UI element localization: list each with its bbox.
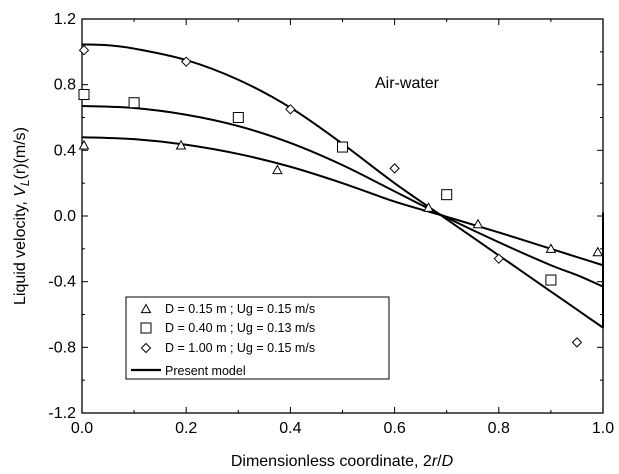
x-axis-title-r: r <box>432 453 438 470</box>
y-axis-title-V: V <box>12 185 29 197</box>
square-data-point <box>128 97 140 109</box>
triangle-data-point <box>545 243 557 253</box>
triangle-data-point <box>272 164 283 175</box>
y-tick-label: 0.4 <box>54 142 76 159</box>
legend-item-diamond: D = 1.00 m ; Ug = 0.15 m/s <box>140 341 315 355</box>
x-axis-title-prefix: Dimensionless coordinate, 2 <box>231 453 432 470</box>
x-axis-title-D: D <box>442 453 454 470</box>
square-data-point <box>545 274 557 286</box>
diamond-data-point <box>180 56 192 67</box>
diamond-legend-symbol <box>140 342 152 354</box>
x-tick-label: 0.6 <box>383 420 405 437</box>
y-axis-title-suffix: (r)(m/s) <box>12 127 29 179</box>
legend-item-model: Present model <box>131 364 246 378</box>
data-markers <box>78 44 604 348</box>
square-data-point <box>78 89 90 101</box>
square-data-point <box>441 189 453 201</box>
x-axis-title: Dimensionless coordinate, 2r/D <box>231 453 454 470</box>
tick-labels: 0.0 0.2 0.4 0.6 0.8 1.0 -1.2 -0.8 -0.4 0.0 0.4 0.8 1… <box>48 11 614 437</box>
legend-label-diamond: D = 1.00 m ; Ug = 0.15 m/s <box>165 341 315 355</box>
y-axis-title-prefix: Liquid velocity, <box>12 197 29 305</box>
x-axis-title-slash: / <box>437 453 442 470</box>
legend-label-model: Present model <box>165 364 246 378</box>
x-tick-label: 0.4 <box>279 420 301 437</box>
y-tick-label: -0.8 <box>48 339 76 356</box>
y-tick-label: -1.2 <box>48 405 76 422</box>
triangle-legend-symbol <box>140 303 152 314</box>
y-tick-label: 0.8 <box>54 77 76 94</box>
x-tick-label: 1.0 <box>592 420 614 437</box>
legend-label-square: D = 0.40 m ; Ug = 0.13 m/s <box>165 321 315 335</box>
model-curve-0 <box>81 136 604 267</box>
annotation-air-water: Air-water <box>375 75 440 92</box>
legend: D = 0.15 m ; Ug = 0.15 m/s D = 0.40 m ; … <box>125 296 390 380</box>
y-tick-label: 1.2 <box>54 11 76 28</box>
y-tick-label: 0.0 <box>54 208 76 225</box>
legend-label-triangle: D = 0.15 m ; Ug = 0.15 m/s <box>165 302 315 316</box>
x-tick-label: 0.2 <box>175 420 197 437</box>
diamond-data-point <box>285 104 296 115</box>
triangle-data-point <box>175 139 187 150</box>
triangle-data-point <box>423 202 434 212</box>
diamond-data-point <box>571 337 583 348</box>
triangle-data-point <box>472 218 484 229</box>
square-legend-symbol <box>140 322 152 334</box>
diamond-data-point <box>78 44 90 56</box>
triangle-data-point <box>78 139 90 150</box>
x-tick-label: 0.8 <box>488 420 510 437</box>
y-tick-label: -0.4 <box>48 274 76 291</box>
y-axis-title: Liquid velocity, VL(r)(m/s) <box>12 127 32 305</box>
model-curve-1 <box>81 105 604 288</box>
square-data-point <box>337 141 348 153</box>
triangle-data-point <box>592 246 604 257</box>
diamond-data-point <box>389 163 400 174</box>
diamond-data-point <box>493 253 505 264</box>
square-data-point <box>232 112 244 123</box>
axis-ticks <box>81 18 604 414</box>
model-curve-2 <box>81 43 604 329</box>
model-curves <box>81 43 604 329</box>
legend-item-square: D = 0.40 m ; Ug = 0.13 m/s <box>140 321 315 335</box>
legend-triangle-marker <box>140 303 152 314</box>
legend-square-marker <box>140 322 152 334</box>
legend-box <box>125 296 390 380</box>
x-tick-label: 0.0 <box>71 420 93 437</box>
y-axis-title-L: L <box>18 179 32 186</box>
legend-item-triangle: D = 0.15 m ; Ug = 0.15 m/s <box>140 302 315 316</box>
legend-diamond-marker <box>140 342 152 354</box>
